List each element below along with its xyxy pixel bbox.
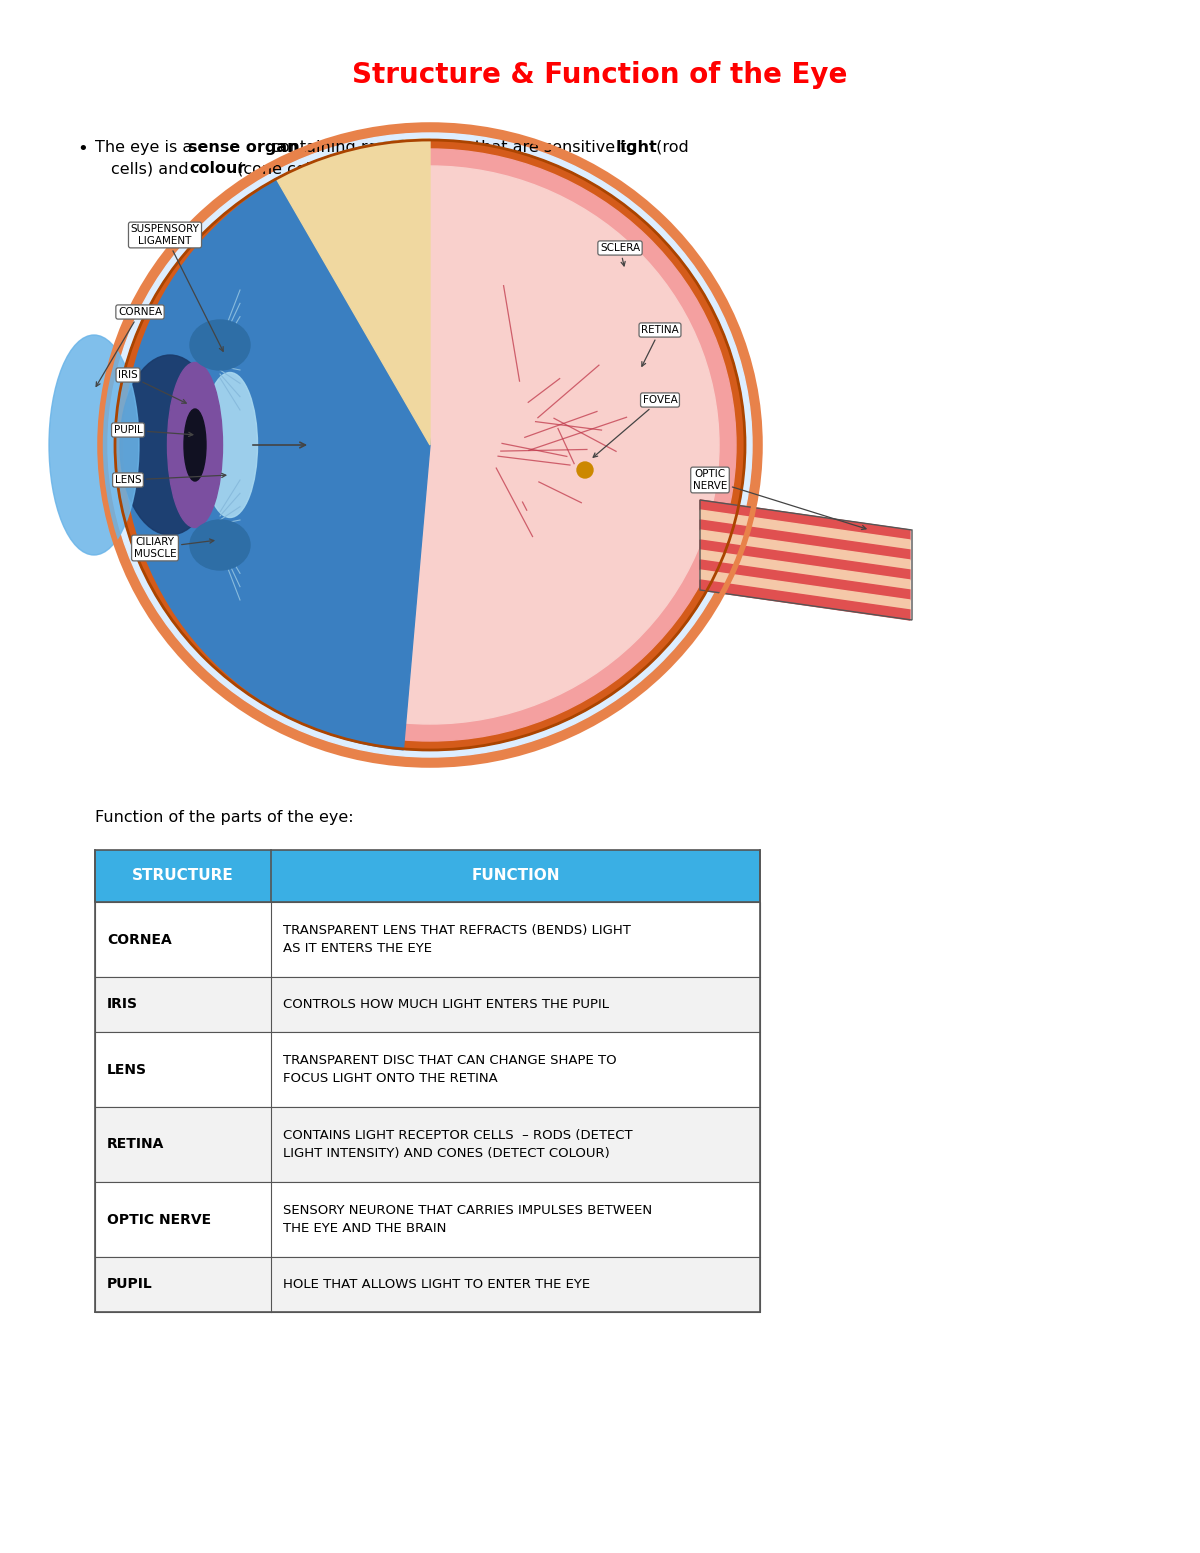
Polygon shape: [700, 561, 910, 599]
Text: (rod: (rod: [652, 140, 689, 155]
Text: PUPIL: PUPIL: [114, 426, 193, 436]
Text: HOLE THAT ALLOWS LIGHT TO ENTER THE EYE: HOLE THAT ALLOWS LIGHT TO ENTER THE EYE: [283, 1278, 590, 1291]
Polygon shape: [700, 540, 910, 579]
Text: THE EYE AND THE BRAIN: THE EYE AND THE BRAIN: [283, 1222, 446, 1235]
Bar: [95, 977, 760, 1033]
Polygon shape: [700, 579, 910, 620]
Text: (cone cells): (cone cells): [233, 162, 330, 175]
Polygon shape: [700, 520, 910, 561]
Wedge shape: [277, 140, 430, 446]
Circle shape: [577, 461, 593, 478]
Text: colour: colour: [190, 162, 246, 175]
Bar: [95, 1033, 760, 1107]
Text: containing receptor cells that are sensitive to: containing receptor cells that are sensi…: [266, 140, 642, 155]
Text: CORNEA: CORNEA: [96, 307, 162, 387]
Text: OPTIC
NERVE: OPTIC NERVE: [692, 469, 866, 530]
Text: IRIS: IRIS: [107, 997, 138, 1011]
Bar: [95, 1256, 760, 1312]
Polygon shape: [700, 570, 910, 610]
Ellipse shape: [115, 140, 745, 750]
Text: FOVEA: FOVEA: [593, 394, 677, 457]
Text: Function of the parts of the eye:: Function of the parts of the eye:: [95, 811, 354, 825]
Text: IRIS: IRIS: [118, 370, 186, 404]
Ellipse shape: [124, 149, 736, 741]
Text: FUNCTION: FUNCTION: [472, 868, 560, 884]
Text: light: light: [616, 140, 658, 155]
Text: RETINA: RETINA: [641, 325, 679, 367]
Ellipse shape: [142, 166, 719, 724]
Polygon shape: [700, 550, 910, 590]
Bar: [95, 1107, 760, 1182]
Text: Structure & Function of the Eye: Structure & Function of the Eye: [353, 61, 847, 89]
Text: LIGHT INTENSITY) AND CONES (DETECT COLOUR): LIGHT INTENSITY) AND CONES (DETECT COLOU…: [283, 1148, 610, 1160]
Text: SUSPENSORY
LIGAMENT: SUSPENSORY LIGAMENT: [131, 224, 223, 351]
Text: cells) and: cells) and: [112, 162, 193, 175]
Text: LENS: LENS: [107, 1062, 148, 1076]
Polygon shape: [700, 509, 910, 550]
Text: The eye is a: The eye is a: [95, 140, 197, 155]
Wedge shape: [124, 140, 430, 750]
Text: OPTIC NERVE: OPTIC NERVE: [107, 1213, 211, 1227]
Bar: [95, 1182, 760, 1256]
Ellipse shape: [100, 124, 760, 766]
Text: STRUCTURE: STRUCTURE: [132, 868, 234, 884]
Text: CILIARY
MUSCLE: CILIARY MUSCLE: [133, 537, 214, 559]
Text: sense organ: sense organ: [187, 140, 299, 155]
Text: SENSORY NEURONE THAT CARRIES IMPULSES BETWEEN: SENSORY NEURONE THAT CARRIES IMPULSES BE…: [283, 1204, 653, 1218]
Text: SCLERA: SCLERA: [600, 242, 640, 266]
Text: TRANSPARENT LENS THAT REFRACTS (BENDS) LIGHT: TRANSPARENT LENS THAT REFRACTS (BENDS) L…: [283, 924, 631, 936]
Text: AS IT ENTERS THE EYE: AS IT ENTERS THE EYE: [283, 943, 432, 955]
Text: CONTROLS HOW MUCH LIGHT ENTERS THE PUPIL: CONTROLS HOW MUCH LIGHT ENTERS THE PUPIL: [283, 999, 610, 1011]
Ellipse shape: [203, 373, 258, 517]
Text: FOCUS LIGHT ONTO THE RETINA: FOCUS LIGHT ONTO THE RETINA: [283, 1072, 498, 1086]
Ellipse shape: [120, 356, 220, 534]
Ellipse shape: [168, 362, 222, 528]
Ellipse shape: [49, 335, 139, 554]
Text: CONTAINS LIGHT RECEPTOR CELLS  – RODS (DETECT: CONTAINS LIGHT RECEPTOR CELLS – RODS (DE…: [283, 1129, 632, 1141]
Text: CORNEA: CORNEA: [107, 932, 172, 946]
Bar: [95, 849, 760, 902]
Text: TRANSPARENT DISC THAT CAN CHANGE SHAPE TO: TRANSPARENT DISC THAT CAN CHANGE SHAPE T…: [283, 1054, 617, 1067]
Polygon shape: [700, 530, 910, 570]
Text: PUPIL: PUPIL: [107, 1278, 152, 1292]
Text: •: •: [77, 140, 88, 158]
Ellipse shape: [190, 520, 250, 570]
Ellipse shape: [184, 408, 206, 481]
Ellipse shape: [108, 134, 752, 756]
Text: LENS: LENS: [115, 474, 226, 485]
Text: RETINA: RETINA: [107, 1137, 164, 1151]
Polygon shape: [700, 500, 910, 540]
Ellipse shape: [190, 320, 250, 370]
Bar: [95, 902, 760, 977]
